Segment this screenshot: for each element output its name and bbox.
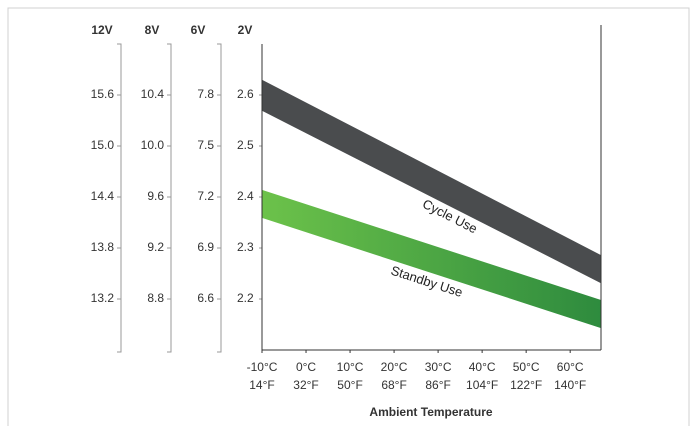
x-tick-label-f: 50°F <box>337 378 362 392</box>
y-tick-label: 15.6 <box>91 87 115 101</box>
y-tick-label: 14.4 <box>91 189 115 203</box>
axis-bracket <box>167 43 172 353</box>
axis-bracket <box>221 44 225 352</box>
x-tick-label-f: 140°F <box>554 378 586 392</box>
y-tick-label: 13.8 <box>91 240 115 254</box>
frame <box>7 7 690 426</box>
x-tick-label-f: 32°F <box>293 378 318 392</box>
y-tick-label: 8.8 <box>147 291 164 305</box>
y-tick-label: 7.5 <box>197 138 214 152</box>
y-tick-label: 7.8 <box>197 87 214 101</box>
y-tick-label: 7.2 <box>197 189 214 203</box>
band <box>262 189 601 329</box>
axis-bracket <box>117 43 122 353</box>
y-tick-label: 15.0 <box>91 138 115 152</box>
y-tick-label: 10.4 <box>141 87 165 101</box>
x-tick-label: 20°C <box>381 360 408 374</box>
x-tick-label-f: 104°F <box>466 378 498 392</box>
x-tick-label: 60°C <box>557 360 584 374</box>
x-tick-label-f: 122°F <box>510 378 542 392</box>
y-tick-label: 2.2 <box>237 291 254 305</box>
y-tick-label: 10.0 <box>141 138 165 152</box>
x-tick-label: -10°C <box>247 360 278 374</box>
y-tick-label: 2.3 <box>237 240 254 254</box>
x-tick-label: 30°C <box>425 360 452 374</box>
y-tick-label: 6.9 <box>197 240 214 254</box>
x-tick-label: 10°C <box>337 360 364 374</box>
axis-header: 12V <box>91 23 112 37</box>
y-tick-label: 6.6 <box>197 291 214 305</box>
axis-header: 6V <box>191 23 206 37</box>
x-tick-label: 0°C <box>296 360 316 374</box>
x-axis-title: Ambient Temperature <box>369 405 492 419</box>
y-tick-label: 9.2 <box>147 240 164 254</box>
axis-header: 8V <box>145 23 160 37</box>
y-tick-label: 9.6 <box>147 189 164 203</box>
axis-header: 2V <box>238 23 253 37</box>
band <box>262 79 601 284</box>
x-tick-label-f: 86°F <box>425 378 450 392</box>
x-tick-label: 50°C <box>513 360 540 374</box>
y-tick-label: 2.4 <box>237 189 254 203</box>
y-tick-label: 13.2 <box>91 291 115 305</box>
y-tick-label: 2.5 <box>237 138 254 152</box>
x-tick-label-f: 68°F <box>381 378 406 392</box>
x-tick-label-f: 14°F <box>249 378 274 392</box>
x-tick-label: 40°C <box>469 360 496 374</box>
y-tick-label: 2.6 <box>237 87 254 101</box>
axis-bracket <box>217 43 222 353</box>
